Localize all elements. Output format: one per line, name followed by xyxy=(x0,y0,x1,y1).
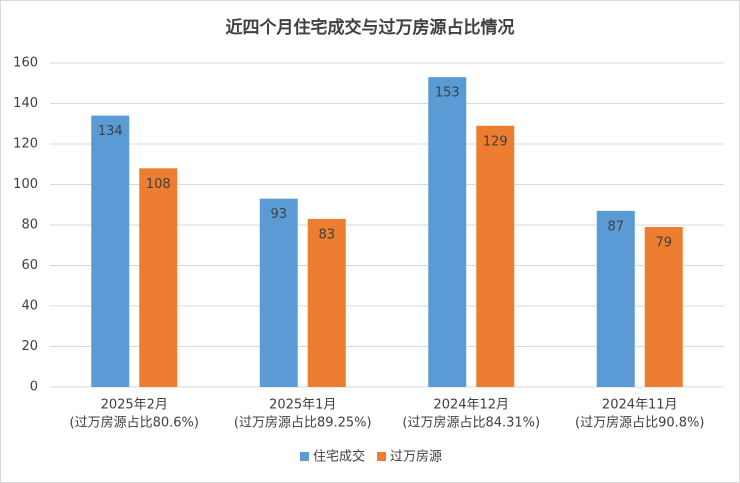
x-tick-label: 2025年2月 xyxy=(101,398,168,413)
bar xyxy=(307,218,346,387)
chart-title: 近四个月住宅成交与过万房源占比情况 xyxy=(226,17,515,38)
y-tick-label: 0 xyxy=(30,380,38,395)
data-label: 129 xyxy=(483,134,508,149)
bar xyxy=(596,210,635,387)
x-tick-label: 2025年1月 xyxy=(269,398,336,413)
y-tick-label: 100 xyxy=(13,177,38,192)
y-tick-label: 140 xyxy=(13,96,38,111)
bar xyxy=(476,125,515,388)
legend-label: 过万房源 xyxy=(390,449,442,465)
x-tick-label: (过万房源占比80.6%) xyxy=(70,415,199,431)
data-label: 108 xyxy=(146,177,171,192)
data-label: 134 xyxy=(98,124,123,139)
data-label: 83 xyxy=(318,227,335,242)
data-label: 93 xyxy=(270,207,287,222)
x-tick-label: 2024年11月 xyxy=(602,398,678,413)
bar xyxy=(428,77,467,388)
x-tick-label: (过万房源占比84.31%) xyxy=(402,415,540,431)
data-label: 87 xyxy=(607,219,624,234)
x-tick-label: (过万房源占比89.25%) xyxy=(234,415,372,431)
bar xyxy=(139,168,178,387)
y-tick-label: 20 xyxy=(21,339,38,354)
x-tick-label: 2024年12月 xyxy=(433,398,509,413)
y-tick-label: 60 xyxy=(21,258,38,273)
bar xyxy=(644,227,683,387)
legend-swatch xyxy=(377,452,387,461)
legend-swatch xyxy=(300,452,309,461)
data-label: 153 xyxy=(435,86,460,101)
y-tick-label: 160 xyxy=(13,56,38,71)
y-tick-label: 40 xyxy=(21,299,38,314)
bar xyxy=(259,198,298,387)
y-tick-label: 80 xyxy=(21,218,38,233)
data-label: 79 xyxy=(655,236,672,251)
x-tick-label: (过万房源占比90.8%) xyxy=(575,415,704,431)
y-tick-label: 120 xyxy=(13,137,38,152)
bar xyxy=(91,115,130,388)
legend-label: 住宅成交 xyxy=(313,449,365,465)
